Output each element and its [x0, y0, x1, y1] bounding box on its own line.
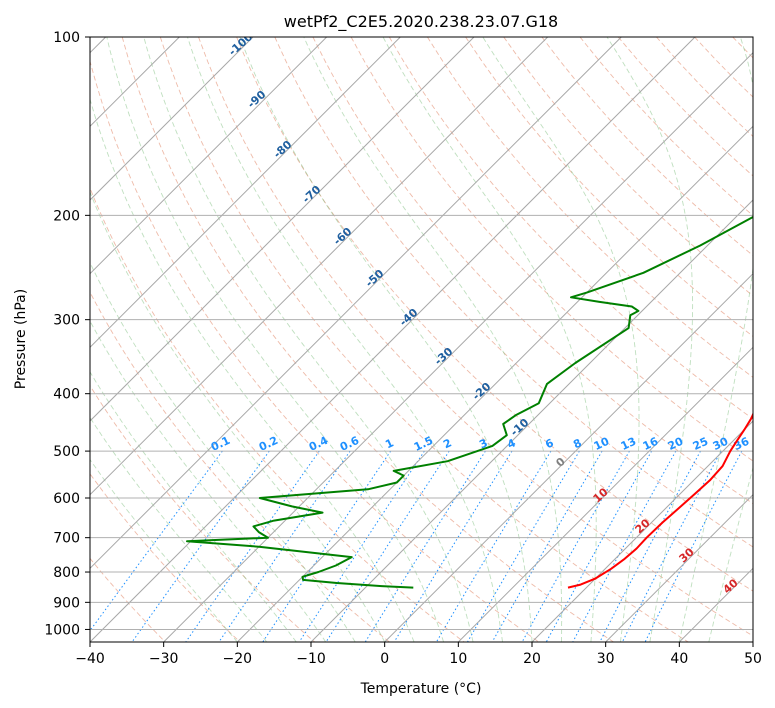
y-axis-label: Pressure (hPa) — [13, 289, 29, 389]
x-tick-label: −40 — [75, 651, 105, 667]
mixing-ratio-line — [298, 450, 425, 642]
isotherm-line — [236, 125, 753, 642]
moist-adiabat-line — [90, 190, 386, 642]
mixing-ratio-label: 20 — [666, 435, 686, 453]
y-tick-label: 300 — [53, 313, 80, 329]
mixing-ratio-label: 10 — [592, 435, 612, 453]
y-tick-label: 100 — [53, 30, 80, 46]
moist-adiabat-line — [90, 320, 327, 642]
y-tick-label: 200 — [53, 208, 80, 224]
moist-adiabat-line — [678, 37, 753, 642]
moist-adiabat-line — [90, 261, 356, 642]
mixing-ratio-line — [393, 450, 513, 642]
isotherm-line — [90, 37, 328, 275]
moist-adiabat-line — [239, 37, 533, 642]
isotherm-line — [384, 272, 753, 642]
moist-adiabat-line — [303, 37, 563, 642]
chart-title: wetPf2_C2E5.2020.238.23.07.G18 — [284, 12, 558, 32]
y-tick-label: 800 — [53, 565, 80, 581]
mixing-ratio-label: 36 — [732, 435, 752, 453]
x-tick-label: 10 — [449, 651, 467, 667]
y-tick-label: 900 — [53, 595, 80, 611]
dry-adiabat-line — [503, 37, 753, 297]
dry-adiabat-line — [236, 37, 753, 592]
x-tick-label: −30 — [149, 651, 179, 667]
y-tick-label: 500 — [53, 444, 80, 460]
x-tick-label: 0 — [380, 651, 389, 667]
x-tick-label: 20 — [523, 651, 541, 667]
isotherm-line — [310, 199, 753, 642]
mixing-ratio-label: 13 — [619, 435, 638, 453]
mixing-ratio-line — [262, 450, 392, 642]
moist-adiabat-line — [708, 465, 753, 642]
mixing-ratio-label: 30 — [711, 435, 731, 453]
mixing-ratio-line — [572, 450, 677, 642]
mixing-ratio-line — [325, 450, 450, 642]
dry-adiabat-line — [427, 37, 753, 378]
temperature-profile-line — [567, 411, 753, 589]
moist-adiabat-line — [187, 37, 503, 642]
x-axis-ticks: −40 −30 −20 −10 0 10 20 30 40 50 — [75, 642, 762, 667]
isotherm-line — [605, 493, 753, 642]
dry-adiabat-line — [90, 473, 241, 642]
y-axis-ticks: 100 200 300 400 500 600 700 800 900 1000 — [44, 30, 90, 638]
isotherm-line — [457, 346, 753, 642]
x-tick-label: 30 — [597, 651, 615, 667]
dry-adiabat-line — [465, 37, 753, 337]
plot-frame — [89, 36, 754, 643]
moist-adiabat-line — [90, 458, 238, 642]
dry-adiabat-line — [90, 384, 316, 642]
isotherm-line — [90, 37, 401, 349]
moist-adiabat-line — [606, 37, 694, 642]
dry-adiabat-line — [121, 37, 615, 642]
isotherm-line — [90, 37, 475, 422]
isotherm-line — [531, 420, 753, 642]
x-tick-label: 40 — [670, 651, 688, 667]
mixing-ratio-line — [621, 450, 722, 642]
y-tick-label: 600 — [53, 491, 80, 507]
x-axis-label: Temperature (°C) — [360, 681, 482, 697]
mixing-ratio-line — [131, 450, 270, 642]
isotherm-line — [163, 51, 753, 642]
dry-adiabat-line — [388, 37, 753, 420]
x-tick-label: 50 — [744, 651, 762, 667]
moist-adiabat-line — [382, 37, 597, 642]
isotherm-line — [90, 37, 254, 201]
mixing-ratio-label: 25 — [691, 435, 710, 453]
mixing-ratio-label: 16 — [641, 435, 661, 453]
y-tick-label: 1000 — [44, 622, 80, 638]
moist-adiabat-line — [90, 416, 268, 642]
moist-adiabat-line — [106, 37, 445, 642]
x-tick-label: −20 — [223, 651, 253, 667]
x-tick-label: −10 — [296, 651, 326, 667]
isotherm-line — [90, 37, 622, 570]
moist-adiabat-line — [143, 37, 474, 642]
y-tick-label: 400 — [53, 387, 80, 403]
profile-lines — [186, 215, 753, 589]
dewpoint-profile-line — [186, 215, 753, 589]
isotherm-line — [90, 37, 549, 496]
y-tick-label: 700 — [53, 531, 80, 547]
